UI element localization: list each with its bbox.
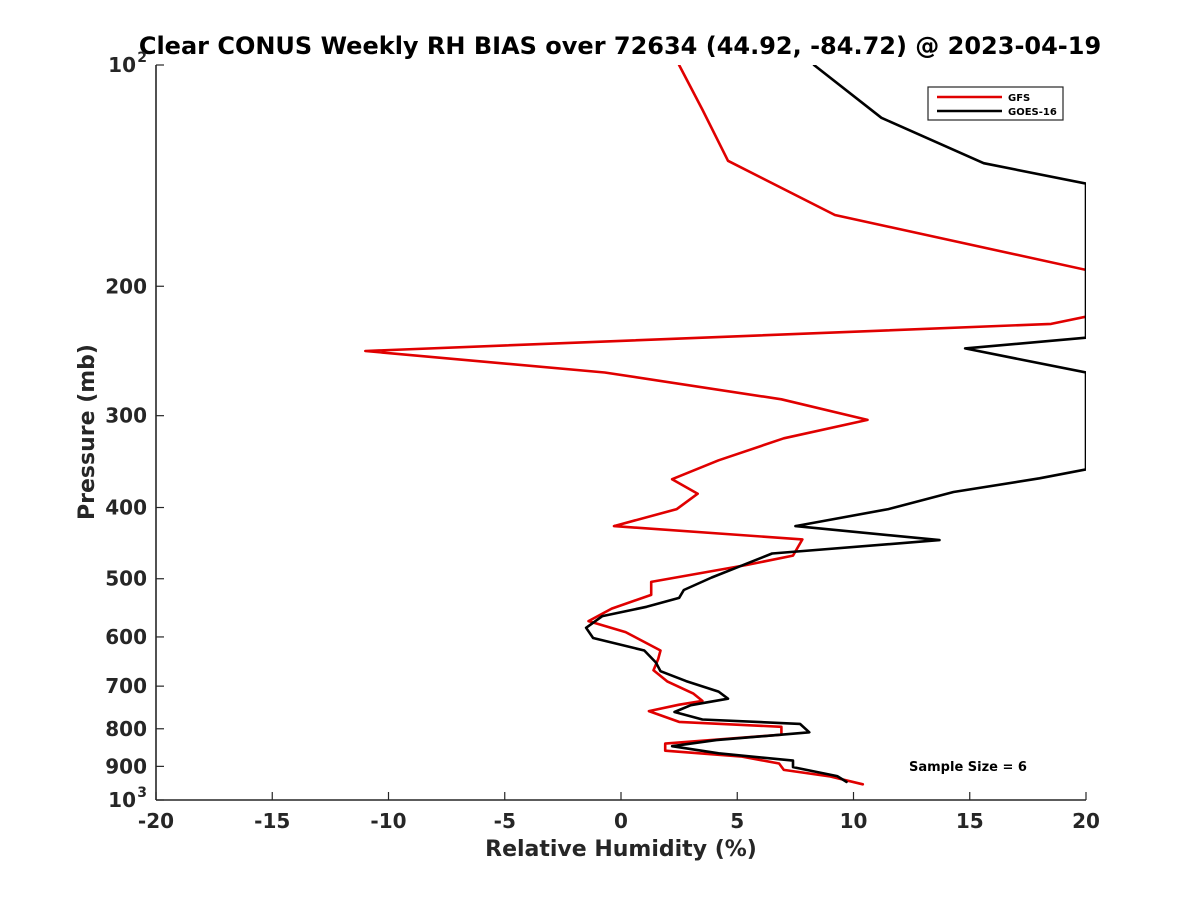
series-line-goes-16 bbox=[584, 65, 1086, 784]
y-tick-label: 500 bbox=[105, 567, 147, 591]
x-tick-label: -10 bbox=[370, 809, 406, 833]
y-tick-label: 10 3 bbox=[108, 785, 147, 812]
x-tick-label: 0 bbox=[614, 809, 628, 833]
plot-area: -20 -15 -10 -5 0 5 10 15 20 10 220030040050060070… bbox=[105, 50, 1100, 833]
y-tick-label: 200 bbox=[105, 274, 147, 298]
y-tick-base: 700 bbox=[105, 674, 147, 698]
y-tick-label: 800 bbox=[105, 717, 147, 741]
y-tick-exponent: 2 bbox=[137, 50, 147, 66]
y-tick-label: 400 bbox=[105, 496, 147, 520]
x-tick-label: -5 bbox=[494, 809, 516, 833]
y-tick-base: 500 bbox=[105, 567, 147, 591]
y-tick-exponent: 3 bbox=[137, 785, 147, 801]
y-tick-base: 800 bbox=[105, 717, 147, 741]
legend-label: GFS bbox=[1008, 93, 1030, 104]
y-axis-label: Pressure (mb) bbox=[75, 344, 100, 520]
x-tick-label: 10 bbox=[840, 809, 868, 833]
y-tick-base: 10 bbox=[108, 788, 136, 812]
legend: GFS GOES-16 bbox=[927, 86, 1064, 121]
x-tick-label: -20 bbox=[138, 809, 174, 833]
y-tick-label: 600 bbox=[105, 625, 147, 649]
sample-size-annotation: Sample Size = 6 bbox=[909, 760, 1027, 775]
legend-label: GOES-16 bbox=[1008, 107, 1057, 118]
x-tick-label: 15 bbox=[956, 809, 984, 833]
x-tick-label: 20 bbox=[1072, 809, 1100, 833]
y-tick-base: 400 bbox=[105, 496, 147, 520]
series-layer bbox=[363, 65, 1086, 786]
x-axis-label: Relative Humidity (%) bbox=[485, 837, 757, 862]
y-tick-base: 600 bbox=[105, 625, 147, 649]
x-axis-ticks: -20 -15 -10 -5 0 5 10 15 20 bbox=[138, 792, 1100, 833]
y-tick-base: 200 bbox=[105, 274, 147, 298]
chart-title: Clear CONUS Weekly RH BIAS over 72634 (4… bbox=[139, 32, 1101, 60]
y-tick-label: 700 bbox=[105, 674, 147, 698]
x-tick-label: -15 bbox=[254, 809, 290, 833]
y-tick-base: 10 bbox=[108, 53, 136, 77]
y-tick-base: 300 bbox=[105, 404, 147, 428]
y-tick-base: 900 bbox=[105, 754, 147, 778]
y-tick-label: 300 bbox=[105, 404, 147, 428]
legend-box bbox=[927, 86, 1064, 121]
y-tick-label: 10 2 bbox=[108, 50, 147, 77]
y-tick-label: 900 bbox=[105, 754, 147, 778]
x-tick-label: 5 bbox=[730, 809, 744, 833]
series-line-gfs bbox=[363, 65, 1086, 786]
